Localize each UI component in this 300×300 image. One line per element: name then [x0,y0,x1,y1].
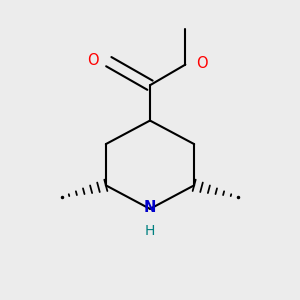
Text: N: N [144,200,156,215]
Text: O: O [196,56,207,70]
Text: O: O [87,53,98,68]
Text: H: H [145,224,155,238]
